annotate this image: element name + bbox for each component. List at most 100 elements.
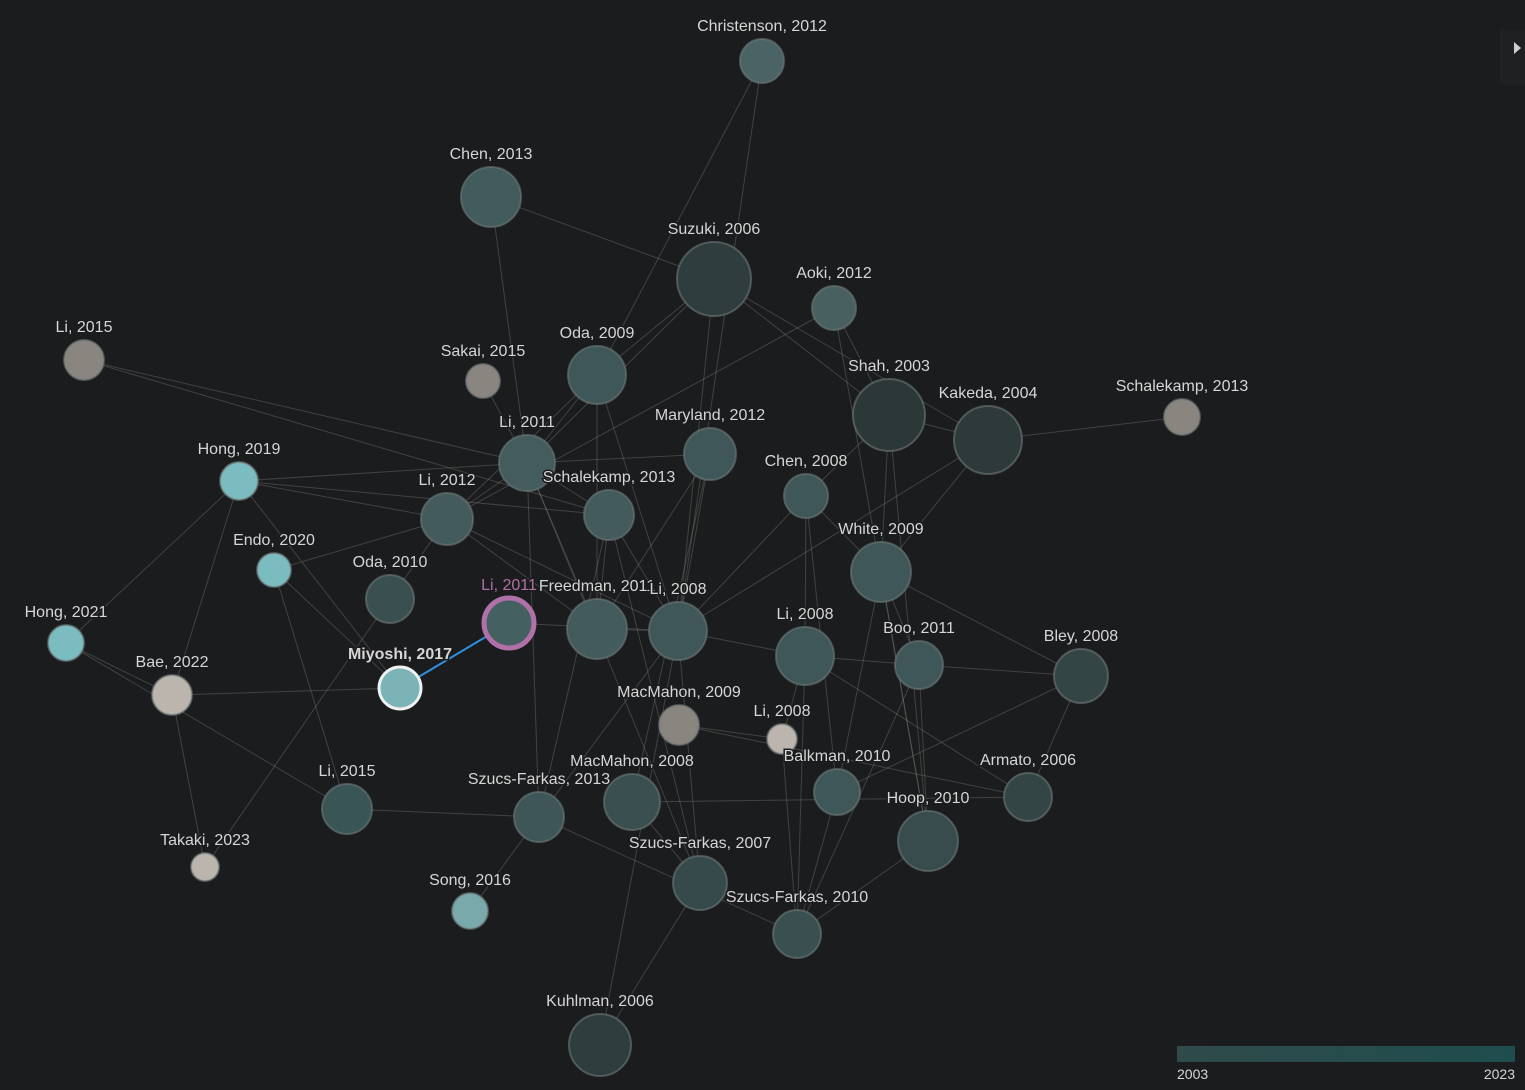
node-label[interactable]: Li, 2008 [752, 702, 812, 722]
node-circle[interactable] [783, 473, 829, 519]
node-circle[interactable] [1003, 772, 1053, 822]
node-label[interactable]: Schalekamp, 2013 [1114, 377, 1250, 397]
node-circle[interactable] [852, 378, 926, 452]
node-circle[interactable] [897, 810, 959, 872]
node-circle[interactable] [190, 852, 220, 882]
node-label[interactable]: White, 2009 [837, 520, 925, 540]
node-circle[interactable] [513, 791, 565, 843]
paper-node[interactable]: Li, 2011 [480, 576, 539, 651]
paper-node[interactable]: Oda, 2009 [558, 324, 636, 405]
node-circle[interactable] [219, 461, 259, 501]
node-label[interactable]: Miyoshi, 2017 [346, 645, 453, 665]
paper-node[interactable]: Song, 2016 [428, 871, 513, 930]
node-label[interactable]: Balkman, 2010 [782, 747, 892, 767]
paper-node[interactable]: Chen, 2013 [448, 145, 534, 228]
node-label[interactable]: Suzuki, 2006 [666, 220, 762, 240]
node-label[interactable]: Hoop, 2010 [885, 789, 971, 809]
node-label[interactable]: Bley, 2008 [1042, 627, 1120, 647]
paper-node[interactable]: MacMahon, 2009 [616, 683, 743, 746]
node-circle[interactable] [451, 892, 489, 930]
node-circle[interactable] [658, 704, 700, 746]
node-label[interactable]: Shah, 2003 [847, 357, 932, 377]
node-circle[interactable] [47, 624, 85, 662]
node-label[interactable]: Endo, 2020 [232, 531, 317, 551]
node-circle[interactable] [739, 38, 785, 84]
node-circle[interactable] [321, 783, 373, 835]
paper-node[interactable]: Li, 2011 [498, 413, 557, 492]
node-label[interactable]: Maryland, 2012 [653, 406, 766, 426]
node-label[interactable]: Hong, 2021 [23, 603, 109, 623]
node-circle[interactable] [465, 363, 501, 399]
node-label[interactable]: Armato, 2006 [978, 751, 1077, 771]
paper-node[interactable]: Sakai, 2015 [439, 342, 527, 399]
node-circle[interactable] [460, 166, 522, 228]
node-label[interactable]: Chen, 2013 [448, 145, 534, 165]
paper-node[interactable]: Balkman, 2010 [782, 747, 892, 816]
node-label[interactable]: Li, 2011 [498, 413, 557, 433]
paper-node[interactable]: Hong, 2019 [196, 440, 282, 501]
node-circle[interactable] [256, 552, 292, 588]
node-circle[interactable] [498, 434, 556, 492]
node-label[interactable]: Li, 2008 [648, 580, 708, 600]
node-label[interactable]: Li, 2015 [54, 318, 114, 338]
paper-node[interactable]: Maryland, 2012 [653, 406, 767, 481]
node-circle[interactable] [1163, 398, 1201, 436]
paper-node[interactable]: Li, 2015 [317, 762, 377, 835]
node-circle[interactable] [63, 339, 105, 381]
paper-node[interactable]: MacMahon, 2008 [569, 752, 696, 831]
paper-node[interactable]: Oda, 2010 [351, 553, 429, 624]
paper-node[interactable]: Boo, 2011 [882, 619, 957, 690]
paper-node[interactable]: Takaki, 2023 [159, 831, 252, 882]
node-circle[interactable] [566, 598, 628, 660]
paper-node[interactable]: Christenson, 2012 [696, 17, 829, 84]
node-circle[interactable] [648, 601, 708, 661]
node-circle[interactable] [894, 640, 944, 690]
node-label[interactable]: Li, 2008 [775, 605, 835, 625]
paper-node[interactable]: Li, 2012 [417, 471, 477, 546]
paper-node[interactable]: Endo, 2020 [232, 531, 317, 588]
node-label[interactable]: Oda, 2010 [351, 553, 429, 573]
node-label[interactable]: Song, 2016 [428, 871, 513, 891]
node-label[interactable]: Kuhlman, 2006 [545, 992, 656, 1012]
node-circle[interactable] [676, 241, 752, 317]
node-circle[interactable] [775, 626, 835, 686]
node-circle[interactable] [672, 855, 728, 911]
node-label[interactable]: MacMahon, 2009 [616, 683, 743, 703]
sidebar-toggle[interactable] [1500, 30, 1525, 85]
paper-node[interactable]: Miyoshi, 2017 [346, 645, 454, 711]
paper-node[interactable]: Li, 2015 [54, 318, 114, 381]
node-label[interactable]: Li, 2011 [480, 576, 539, 596]
node-label[interactable]: Li, 2015 [317, 762, 377, 782]
node-label[interactable]: Kakeda, 2004 [937, 384, 1039, 404]
node-circle[interactable] [567, 345, 627, 405]
node-label[interactable]: Aoki, 2012 [795, 264, 874, 284]
node-label[interactable]: Boo, 2011 [882, 619, 957, 639]
paper-node[interactable]: Hong, 2021 [23, 603, 109, 662]
paper-node[interactable]: Li, 2008 [752, 702, 812, 755]
node-circle[interactable] [365, 574, 415, 624]
node-label[interactable]: Hong, 2019 [196, 440, 282, 460]
paper-node[interactable]: Schalekamp, 2013 [1114, 377, 1250, 436]
paper-node[interactable]: Aoki, 2012 [795, 264, 874, 331]
node-circle[interactable] [772, 909, 822, 959]
node-label[interactable]: MacMahon, 2008 [569, 752, 696, 772]
node-circle[interactable] [850, 541, 912, 603]
node-label[interactable]: Bae, 2022 [134, 653, 210, 673]
node-label[interactable]: Chen, 2008 [763, 452, 849, 472]
paper-node[interactable]: Schalekamp, 2013 [541, 468, 677, 541]
paper-node[interactable]: Shah, 2003 [847, 357, 932, 452]
node-circle[interactable] [151, 674, 193, 716]
node-label[interactable]: Schalekamp, 2013 [541, 468, 677, 488]
paper-node[interactable]: Szucs-Farkas, 2007 [627, 834, 773, 911]
paper-node[interactable]: Armato, 2006 [978, 751, 1078, 822]
node-label[interactable]: Sakai, 2015 [439, 342, 527, 362]
node-label[interactable]: Christenson, 2012 [696, 17, 829, 37]
node-circle[interactable] [811, 285, 857, 331]
node-label[interactable]: Szucs-Farkas, 2013 [466, 770, 611, 790]
node-circle[interactable] [603, 773, 661, 831]
paper-node[interactable]: Li, 2008 [648, 580, 708, 661]
paper-node[interactable]: Li, 2008 [775, 605, 835, 686]
node-label[interactable]: Li, 2012 [417, 471, 477, 491]
paper-node[interactable]: Bley, 2008 [1042, 627, 1120, 704]
